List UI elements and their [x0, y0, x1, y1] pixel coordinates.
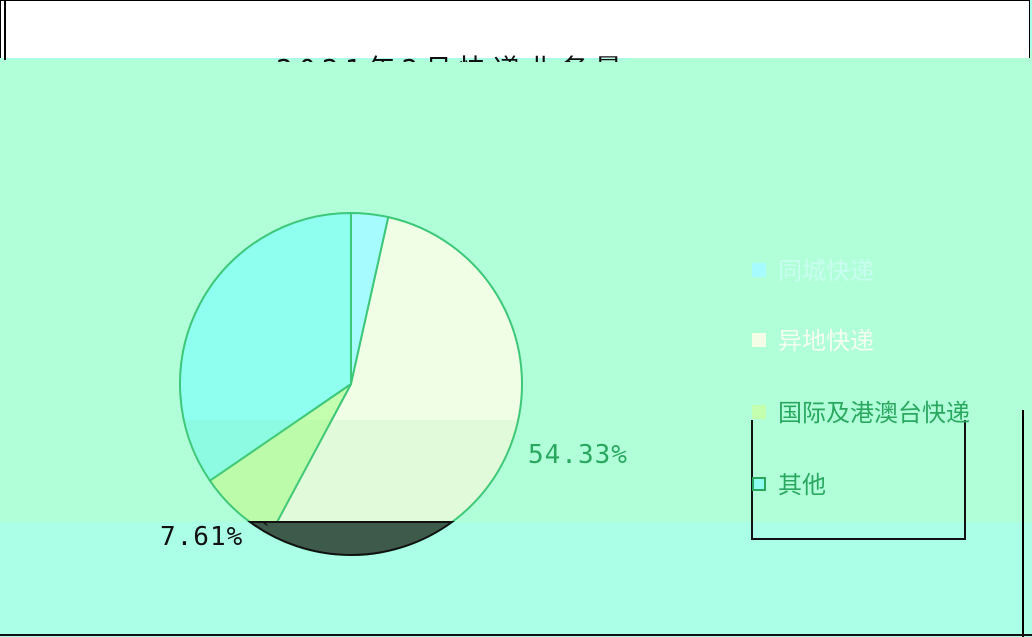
chart-frame: [0, 0, 1030, 58]
chart-title: 2021年2月快递业务量: [276, 48, 628, 62]
legend-swatch-3: [752, 477, 766, 491]
legend-label-1: 异地快递: [778, 327, 874, 355]
legend-label-0: 同城快递: [778, 257, 874, 285]
slice-label-2-leader: ˋ: [262, 519, 271, 544]
frame-right-border: [1022, 410, 1024, 637]
pie-slice-3: [179, 211, 352, 483]
frame-left-border: [4, 0, 6, 60]
background-band: [0, 60, 1032, 522]
frame-bottom-border: [0, 634, 1032, 636]
legend-label-3: 其他: [778, 471, 826, 499]
slice-label-1: 54.33%: [528, 440, 628, 470]
legend-label-2: 国际及港澳台快递: [778, 399, 970, 427]
legend-swatch-2: [752, 405, 766, 419]
pie-bottom-cap: [246, 521, 456, 556]
legend-swatch-0: [752, 263, 766, 277]
slice-label-2: 7.61%: [160, 522, 244, 552]
legend-swatch-1: [752, 333, 766, 347]
